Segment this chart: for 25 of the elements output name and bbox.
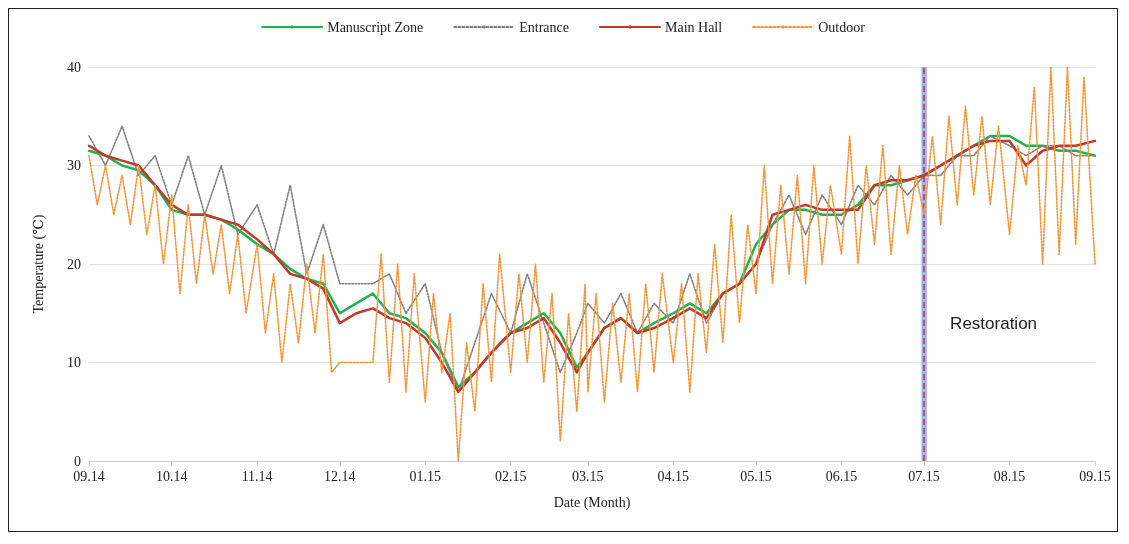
x-tick-label: 10.14 <box>155 468 188 484</box>
x-tick-label: 06.15 <box>825 468 858 484</box>
x-tick-label: 12.14 <box>324 468 356 484</box>
y-tick-label: 10 <box>67 355 81 370</box>
y-tick-label: 0 <box>74 453 81 469</box>
y-tick-label: 20 <box>67 256 81 272</box>
x-tick-label: 09.15 <box>1079 468 1111 484</box>
legend-label: Entrance <box>519 19 569 35</box>
legend-label: Manuscript Zone <box>327 19 424 35</box>
x-tick-label: 04.15 <box>657 468 690 484</box>
y-axis-title: Temperature (℃) <box>30 214 47 314</box>
x-tick-label: 08.15 <box>993 468 1026 484</box>
legend-label: Outdoor <box>818 19 866 35</box>
x-tick-label: 02.15 <box>494 468 527 484</box>
x-tick-label: 07.15 <box>908 468 940 484</box>
x-tick-label: 05.15 <box>740 468 772 484</box>
ref-line-label: Restoration <box>950 313 1038 333</box>
x-tick-label: 01.15 <box>409 468 441 484</box>
y-tick-label: 30 <box>67 158 81 173</box>
x-tick-label: 03.15 <box>572 468 604 484</box>
legend-label: Main Hall <box>664 19 723 35</box>
x-tick-label: 11.14 <box>241 468 273 484</box>
x-tick-label: 09.14 <box>73 468 105 484</box>
y-tick-label: 40 <box>67 59 81 75</box>
x-axis-title: Date (Month) <box>553 494 631 511</box>
